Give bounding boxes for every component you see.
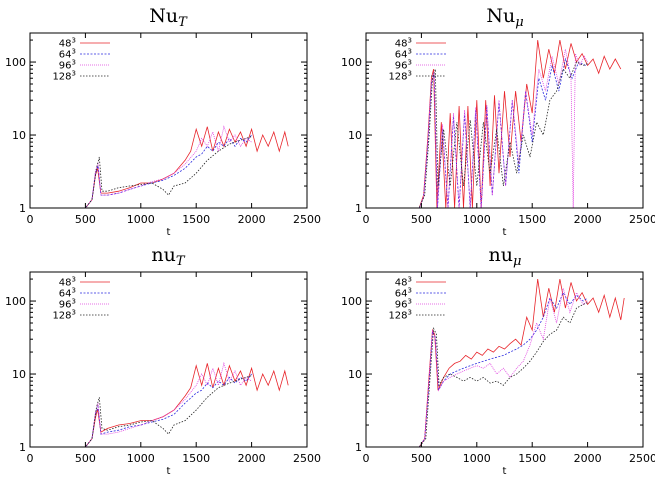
- x-tick-label: 2000: [238, 213, 266, 226]
- x-tick-label: 2000: [574, 452, 602, 465]
- series-line-128-cubed: [366, 61, 588, 208]
- x-axis-label: t: [503, 227, 507, 238]
- x-tick-label: 1500: [182, 213, 210, 226]
- y-tick-label: 1: [355, 202, 362, 215]
- x-tick-label: 2000: [238, 452, 266, 465]
- plot-frame: [29, 32, 308, 209]
- x-tick-label: 500: [411, 452, 432, 465]
- legend-label: 963: [59, 59, 76, 72]
- chart-panel-3: nuT 0 500 1000 1500 2000 2500 1 10 100 t 4836439631…: [5, 244, 321, 477]
- legend-label: 1283: [52, 309, 76, 322]
- x-tick-label: 0: [27, 213, 34, 226]
- x-tick-label: 1500: [182, 452, 210, 465]
- legend-label: 483: [59, 37, 76, 50]
- x-tick-label: 1000: [127, 452, 155, 465]
- series-line-96-cubed: [30, 361, 252, 447]
- y-tick-label: 100: [5, 56, 26, 69]
- y-tick-label: 10: [12, 368, 26, 381]
- x-tick-label: 500: [75, 452, 96, 465]
- legend-label: 483: [395, 37, 412, 50]
- legend-label: 643: [395, 287, 412, 300]
- series-line-48-cubed: [30, 126, 289, 208]
- x-tick-label: 2500: [629, 452, 655, 465]
- legend-label: 643: [395, 48, 412, 61]
- y-tick-label: 1: [19, 441, 26, 454]
- x-tick-label: 0: [27, 452, 34, 465]
- series-line-64-cubed: [30, 373, 252, 447]
- y-tick-label: 100: [5, 295, 26, 308]
- x-tick-label: 500: [411, 213, 432, 226]
- series-line-48-cubed: [366, 279, 625, 447]
- y-tick-label: 100: [341, 295, 362, 308]
- series-line-64-cubed: [366, 291, 588, 447]
- legend-label: 643: [59, 48, 76, 61]
- legend-label: 963: [395, 298, 412, 311]
- x-axis-label: t: [503, 466, 507, 477]
- series-line-96-cubed: [366, 49, 588, 208]
- series-line-96-cubed: [30, 125, 252, 208]
- legend-label: 1283: [388, 309, 412, 322]
- series-line-128-cubed: [366, 302, 588, 447]
- y-tick-label: 1: [355, 441, 362, 454]
- y-tick-label: 10: [348, 129, 362, 142]
- y-tick-label: 10: [348, 368, 362, 381]
- chart-panel-2: Nuμ 0 500 1000 1500 2000 2500 1 10 100 t 4836439631…: [341, 5, 655, 238]
- series-group: [366, 40, 622, 208]
- x-tick-label: 1500: [518, 213, 546, 226]
- y-tick-label: 10: [12, 129, 26, 142]
- x-tick-label: 2000: [574, 213, 602, 226]
- y-tick-label: 1: [19, 202, 26, 215]
- chart-title: NuT: [149, 5, 188, 30]
- x-axis-label: t: [167, 466, 171, 477]
- x-tick-label: 1000: [127, 213, 155, 226]
- x-tick-label: 1000: [463, 452, 491, 465]
- chart-title: nuT: [151, 244, 185, 269]
- x-tick-label: 2500: [293, 452, 321, 465]
- y-tick-label: 100: [341, 56, 362, 69]
- x-axis-label: t: [167, 227, 171, 238]
- series-group: [30, 125, 289, 208]
- series-line-64-cubed: [30, 134, 252, 208]
- x-tick-label: 2500: [293, 213, 321, 226]
- series-line-128-cubed: [30, 136, 252, 208]
- chart-title: nuμ: [489, 244, 522, 269]
- legend-label: 963: [395, 59, 412, 72]
- legend-label: 483: [395, 276, 412, 289]
- plot-frame: [29, 271, 308, 448]
- x-tick-label: 500: [75, 213, 96, 226]
- legend-label: 643: [59, 287, 76, 300]
- x-tick-label: 1500: [518, 452, 546, 465]
- x-tick-label: 0: [363, 213, 370, 226]
- plot-frame: [365, 32, 644, 209]
- x-tick-label: 1000: [463, 213, 491, 226]
- series-line-128-cubed: [30, 375, 252, 447]
- x-tick-label: 0: [363, 452, 370, 465]
- x-tick-label: 2500: [629, 213, 655, 226]
- legend-label: 1283: [52, 70, 76, 83]
- series-group: [366, 279, 625, 447]
- legend-label: 483: [59, 276, 76, 289]
- plot-frame: [365, 271, 644, 448]
- series-group: [30, 361, 289, 447]
- series-line-48-cubed: [366, 40, 622, 208]
- chart-panel-4: nuμ 0 500 1000 1500 2000 2500 1 10 100 t 4836439631…: [341, 244, 655, 477]
- series-line-48-cubed: [30, 363, 289, 447]
- chart-title: Nuμ: [486, 5, 523, 30]
- series-line-96-cubed: [366, 288, 588, 447]
- legend-label: 1283: [388, 70, 412, 83]
- legend-label: 963: [59, 298, 76, 311]
- chart-panel-1: NuT 0 500 1000 1500 2000 2500 1 10 100 t 4836439631…: [5, 5, 321, 238]
